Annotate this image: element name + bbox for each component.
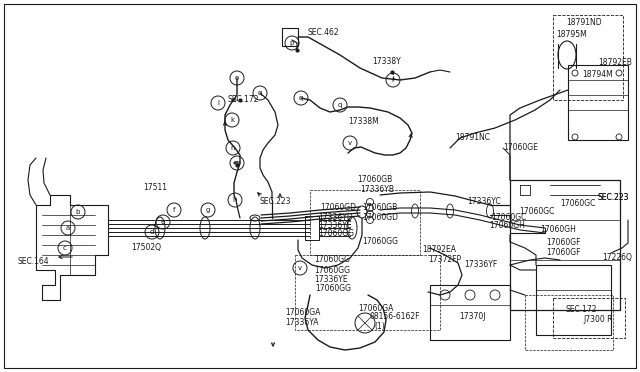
Text: 17060GD: 17060GD <box>320 203 356 212</box>
Text: e: e <box>161 219 165 225</box>
Text: 17060GA: 17060GA <box>285 308 321 317</box>
Text: v: v <box>298 265 302 271</box>
Bar <box>553 15 623 100</box>
Text: SEC.223: SEC.223 <box>598 193 630 202</box>
Text: 17060GC: 17060GC <box>519 207 554 216</box>
Text: d: d <box>150 229 154 235</box>
Text: 17060GH: 17060GH <box>489 221 525 230</box>
Text: 17060GH: 17060GH <box>540 225 576 234</box>
Text: 17060GB: 17060GB <box>357 175 392 184</box>
Text: m: m <box>234 160 241 166</box>
Text: 17336YA: 17336YA <box>285 318 319 327</box>
Text: 17060GF: 17060GF <box>546 248 580 257</box>
Text: 17511: 17511 <box>143 183 167 192</box>
Bar <box>536 265 611 335</box>
Text: 17060GG: 17060GG <box>362 237 398 246</box>
Text: 18791NC: 18791NC <box>455 133 490 142</box>
Text: 17060GC: 17060GC <box>491 213 526 222</box>
Text: 17060GG: 17060GG <box>314 255 350 264</box>
Text: SEC.223: SEC.223 <box>598 193 630 202</box>
Text: q: q <box>258 90 262 96</box>
Text: 18795M: 18795M <box>556 30 587 39</box>
Text: 17060GE: 17060GE <box>503 143 538 152</box>
Text: 17502Q: 17502Q <box>131 243 161 252</box>
Bar <box>310 190 420 255</box>
Text: 17336YF: 17336YF <box>464 260 497 269</box>
Text: J7300 R: J7300 R <box>583 315 612 324</box>
Text: 18794M: 18794M <box>582 70 612 79</box>
Text: r: r <box>392 77 394 83</box>
Text: 17336YE: 17336YE <box>318 221 351 230</box>
Text: (1): (1) <box>374 322 385 331</box>
Text: 17060GA: 17060GA <box>358 304 394 313</box>
Text: 17060GB: 17060GB <box>362 203 397 212</box>
Text: 17336YC: 17336YC <box>467 197 500 206</box>
Text: 17370J: 17370J <box>459 312 486 321</box>
Text: 17338Y: 17338Y <box>372 57 401 66</box>
Text: 17060GG: 17060GG <box>315 284 351 293</box>
Text: 17338M: 17338M <box>348 117 379 126</box>
Text: 17372FP: 17372FP <box>428 255 461 264</box>
Text: 17060GG: 17060GG <box>314 266 350 275</box>
Text: q: q <box>338 102 342 108</box>
Text: g: g <box>206 207 210 213</box>
Bar <box>553 298 625 338</box>
Text: h: h <box>233 197 237 203</box>
Text: 18791ND: 18791ND <box>566 18 602 27</box>
Text: f: f <box>173 207 175 213</box>
Text: SEC.223: SEC.223 <box>260 197 291 206</box>
Bar <box>305 216 319 240</box>
Text: 17060GC: 17060GC <box>560 199 595 208</box>
Bar <box>430 285 510 340</box>
Text: a: a <box>66 225 70 231</box>
Text: 17060GG: 17060GG <box>318 229 354 238</box>
Text: l: l <box>217 100 219 106</box>
Text: 17336YE: 17336YE <box>314 275 348 284</box>
Text: SEC.462: SEC.462 <box>308 28 340 37</box>
Bar <box>295 255 440 330</box>
Text: q: q <box>299 95 303 101</box>
Text: 17060GD: 17060GD <box>362 213 398 222</box>
Text: 17336YB: 17336YB <box>360 185 394 194</box>
Text: o: o <box>235 75 239 81</box>
Text: 17226Q: 17226Q <box>602 253 632 262</box>
Text: 18792EA: 18792EA <box>422 245 456 254</box>
Bar <box>568 65 628 140</box>
Bar <box>525 295 613 350</box>
Text: p: p <box>290 40 294 46</box>
Text: 08156-6162F: 08156-6162F <box>370 312 420 321</box>
Text: k: k <box>230 117 234 123</box>
Bar <box>282 28 298 46</box>
Text: 18792EB: 18792EB <box>598 58 632 67</box>
Text: c: c <box>63 245 67 251</box>
Text: 17060GF: 17060GF <box>546 238 580 247</box>
Text: SEC.172: SEC.172 <box>565 305 596 314</box>
Text: b: b <box>76 209 80 215</box>
Text: 17336YD: 17336YD <box>318 213 353 222</box>
Text: v: v <box>348 140 352 146</box>
Bar <box>510 180 620 310</box>
Text: SEC.172: SEC.172 <box>228 95 259 104</box>
Text: SEC.164: SEC.164 <box>18 257 50 266</box>
Text: n: n <box>231 145 236 151</box>
